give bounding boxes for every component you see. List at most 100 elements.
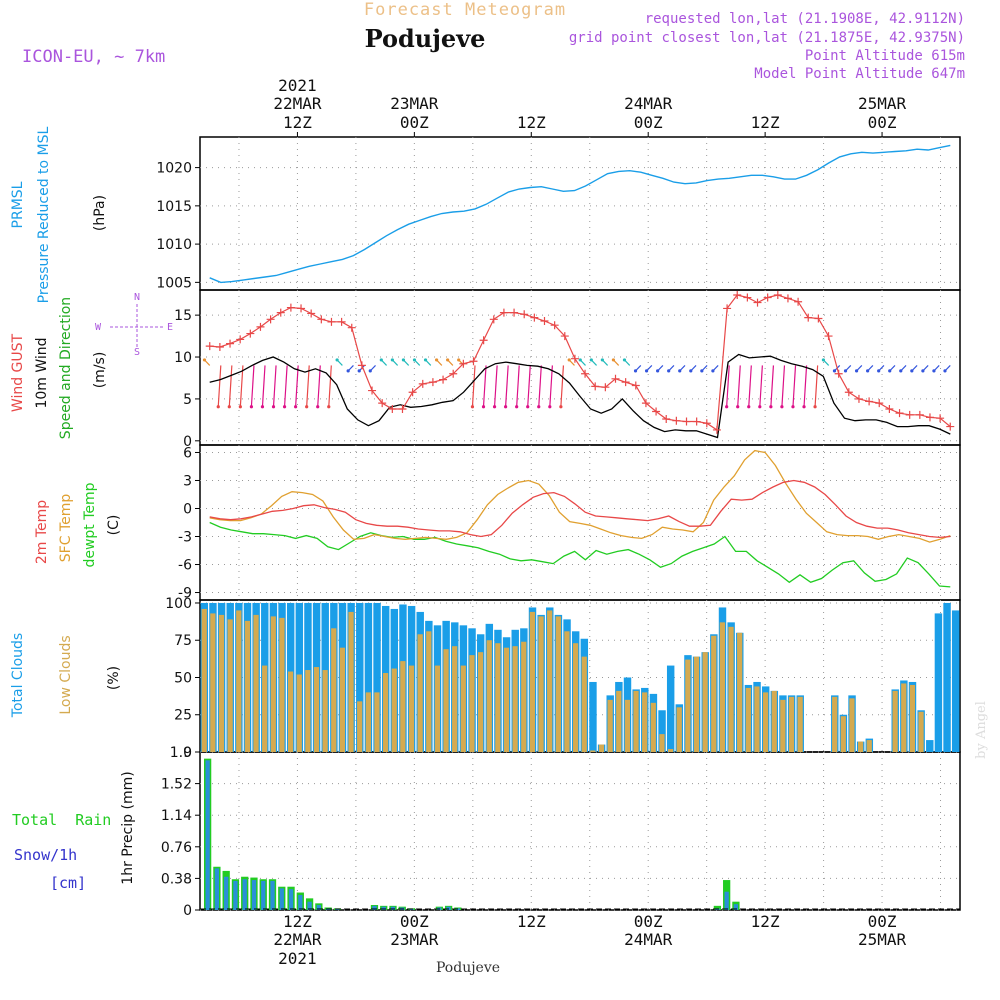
wind-arrow-head	[769, 405, 773, 409]
bottom-time-label: 12Z	[751, 912, 780, 931]
wind-arrow	[527, 365, 531, 407]
wind-arrow	[737, 365, 741, 407]
wind-arrow-head	[434, 358, 439, 362]
y-tick-label: 0	[183, 745, 192, 761]
wind-arrow-head	[492, 405, 497, 409]
gust-marker	[631, 381, 640, 390]
wind-arrow-head	[567, 358, 571, 362]
snow-bar	[214, 868, 220, 910]
y-tick-label: 1.9	[170, 745, 192, 761]
wind-arrow-head	[401, 358, 406, 362]
total-cloud-bar	[589, 681, 597, 752]
low-cloud-bar	[469, 655, 475, 752]
y-tick-label: 15	[174, 308, 192, 324]
top-year-label: 2021	[278, 76, 317, 95]
gust-marker	[368, 386, 377, 395]
compass-west: W	[95, 322, 102, 333]
low-cloud-bar	[201, 608, 207, 752]
gust-marker	[449, 369, 458, 378]
gust-marker	[327, 317, 336, 326]
gust-marker	[723, 304, 732, 313]
gust-marker	[641, 399, 650, 408]
low-cloud-bar	[460, 665, 466, 752]
wind-arrow-head	[589, 358, 593, 362]
top-date-label: 23MAR	[390, 94, 439, 113]
wind-arrow-head	[504, 405, 508, 409]
y-tick-label: 0	[183, 434, 192, 450]
wind-arrow	[803, 365, 808, 407]
wind-arrow	[748, 365, 752, 407]
low-cloud-bar	[486, 640, 492, 752]
wind-arrow-head	[736, 405, 740, 409]
gust-marker	[611, 374, 620, 383]
low-cloud-bar	[244, 620, 251, 752]
gust-marker	[885, 404, 894, 413]
low-cloud-bar	[676, 707, 682, 752]
low-cloud-bar	[296, 674, 302, 752]
pressure-label-2: Pressure Reduced to MSL	[36, 126, 52, 303]
wind-arrow	[228, 365, 233, 407]
low-cloud-bar	[616, 690, 622, 752]
wind-arrow-head	[390, 358, 394, 362]
low-cloud-bar	[840, 716, 846, 752]
low-cloud-bar	[737, 632, 743, 752]
low-cloud-bar	[538, 616, 544, 752]
gust-marker	[276, 308, 285, 317]
compass-north: N	[134, 292, 140, 303]
low-cloud-bar	[262, 665, 268, 752]
gust-marker	[357, 361, 366, 370]
low-cloud-bar	[607, 699, 613, 752]
wind-arrow	[306, 365, 310, 407]
wind-arrow-head	[877, 369, 881, 373]
snow-bar	[205, 760, 210, 910]
gust-marker	[875, 399, 884, 408]
wind-arrow-head	[368, 369, 372, 373]
panel-frame-2	[199, 444, 961, 601]
snow-bar	[335, 909, 340, 910]
wind-arrow-head	[335, 358, 339, 362]
low-cloud-bar	[866, 740, 872, 752]
sfc-temp-label: SFC Temp	[58, 494, 74, 563]
low-cloud-bar	[452, 646, 458, 752]
gust-marker	[591, 382, 600, 391]
low-cloud-bar	[685, 659, 691, 752]
low-cloud-bar	[503, 647, 510, 752]
snow-bar	[316, 905, 321, 910]
low-cloud-bar	[780, 699, 786, 752]
total-cloud-bar	[356, 602, 364, 752]
low-cloud-bar	[693, 656, 700, 752]
gust-marker	[804, 313, 813, 322]
top-time-label: 00Z	[868, 113, 897, 132]
snow-bar	[270, 880, 275, 910]
wind-arrow-head	[305, 405, 309, 409]
gust-marker	[550, 321, 559, 330]
low-cloud-bar	[218, 614, 225, 752]
wind-arrow-head	[711, 369, 715, 373]
gust-marker	[408, 388, 417, 397]
bottom-date-label: 25MAR	[858, 930, 907, 949]
wind-arrow-head	[227, 405, 231, 409]
gust-marker	[246, 329, 255, 338]
wind-arrow-head	[249, 405, 254, 409]
top-date-label: 22MAR	[273, 94, 322, 113]
point-altitude: Point Altitude 615m	[805, 48, 965, 64]
wind-arrow-head	[423, 358, 428, 362]
snow-bar	[446, 906, 451, 910]
gust-marker	[337, 317, 346, 326]
gust-marker	[662, 415, 671, 424]
low-cloud-bar	[322, 670, 328, 752]
gust-marker	[763, 293, 772, 302]
snow-bar	[409, 909, 414, 910]
wind-arrow-head	[821, 358, 826, 362]
low-cloud-bar	[287, 671, 294, 752]
wind-arrow	[505, 365, 509, 407]
low-cloud-bar	[788, 696, 795, 752]
wind-arrow	[516, 365, 520, 407]
wind-arrow-head	[854, 369, 859, 373]
wind-arrow	[283, 365, 288, 407]
footer-station: Podujeve	[436, 960, 500, 976]
gust-marker	[743, 293, 752, 302]
gust-marker	[794, 297, 803, 306]
temp2m-label: 2m Temp	[34, 500, 50, 564]
low-cloud-bar	[521, 641, 527, 752]
